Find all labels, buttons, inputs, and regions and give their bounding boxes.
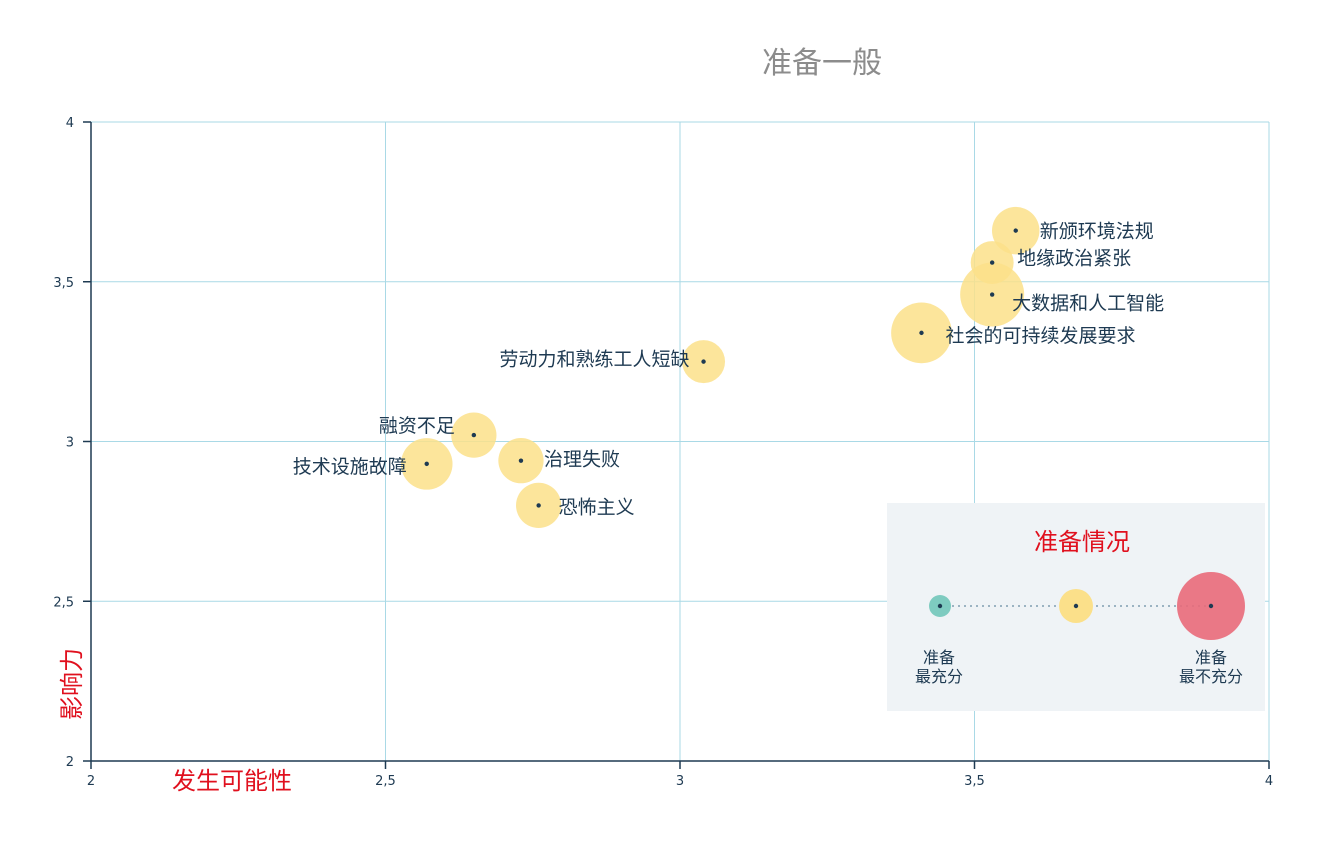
- x-tick-label: 3: [676, 774, 684, 789]
- legend-high-label-1: 准备: [1195, 648, 1227, 667]
- bubble-center-dot: [471, 432, 477, 438]
- bubble-label: 融资不足: [379, 415, 455, 437]
- legend-low-label-2: 最充分: [915, 667, 963, 686]
- bubbles: 新颁环境法规地缘政治紧张大数据和人工智能社会的可持续发展要求劳动力和熟练工人短缺…: [293, 206, 1164, 529]
- bubble-center-dot: [919, 330, 924, 336]
- x-tick-label: 2,5: [375, 774, 396, 789]
- bubble-label: 劳动力和熟练工人短缺: [500, 349, 690, 371]
- y-tick-label: 2,5: [53, 595, 74, 610]
- bubble-center-dot: [701, 359, 706, 364]
- legend-marker-dot: [1073, 603, 1079, 609]
- tick-labels: 2 2,5 3 3,5 4 2 2,5 3 3,5 4: [53, 116, 1273, 789]
- x-tick-label: 4: [1265, 774, 1273, 789]
- legend-marker-dot: [937, 603, 943, 609]
- bubble-label: 恐怖主义: [559, 496, 635, 518]
- bubble-label: 新颁环境法规: [1040, 221, 1154, 243]
- bubble-label: 治理失败: [544, 449, 620, 471]
- chart-title: 准备一般: [762, 46, 882, 81]
- bubble-label: 大数据和人工智能: [1012, 293, 1164, 315]
- axes: [83, 121, 1270, 769]
- legend-title: 准备情况: [1034, 528, 1130, 556]
- bubble-center-dot: [518, 458, 524, 463]
- y-tick-label: 3: [66, 436, 74, 451]
- bubble-center-dot: [424, 461, 429, 467]
- x-tick-label: 3,5: [964, 774, 985, 789]
- y-tick-label: 4: [66, 116, 74, 131]
- bubble-label: 技术设施故障: [293, 456, 407, 478]
- y-tick-label: 2: [66, 755, 74, 770]
- bubble-label: 社会的可持续发展要求: [945, 325, 1135, 347]
- x-tick-label: 2: [87, 774, 95, 789]
- bubble-center-dot: [989, 260, 995, 265]
- y-tick-label: 3,5: [53, 276, 74, 291]
- grid-lines: [91, 121, 1270, 761]
- y-axis-label: 影响力: [58, 648, 86, 720]
- legend-high-label-2: 最不充分: [1179, 667, 1243, 686]
- legend-low-label-1: 准备: [923, 648, 955, 667]
- legend: 准备情况 准备 最充分 准备 最不充分: [887, 503, 1265, 711]
- bubble-center-dot: [989, 292, 995, 297]
- legend-marker-dot: [1208, 603, 1214, 609]
- bubble-label: 地缘政治紧张: [1017, 248, 1131, 270]
- bubble-center-dot: [1013, 228, 1018, 233]
- x-axis-label: 发生可能性: [172, 767, 292, 795]
- bubble-center-dot: [536, 503, 541, 508]
